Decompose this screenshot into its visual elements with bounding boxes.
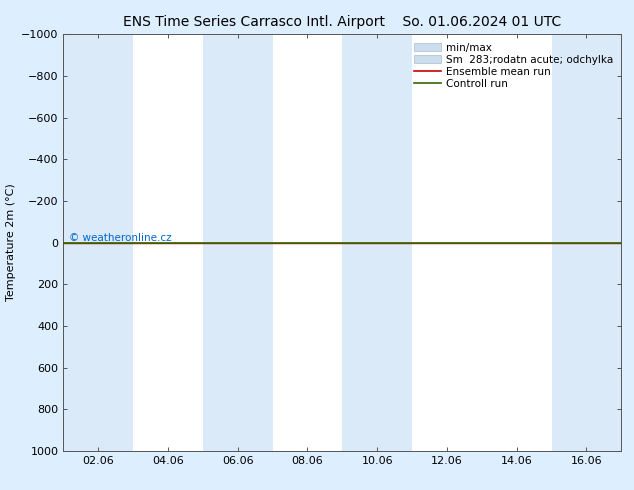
Bar <box>63 34 133 451</box>
Bar <box>552 34 621 451</box>
Text: © weatheronline.cz: © weatheronline.cz <box>69 233 172 243</box>
Legend: min/max, Sm  283;rodatn acute; odchylka, Ensemble mean run, Controll run: min/max, Sm 283;rodatn acute; odchylka, … <box>411 40 616 92</box>
Y-axis label: Temperature 2m (°C): Temperature 2m (°C) <box>6 184 16 301</box>
Title: ENS Time Series Carrasco Intl. Airport    So. 01.06.2024 01 UTC: ENS Time Series Carrasco Intl. Airport S… <box>123 15 562 29</box>
Bar <box>342 34 412 451</box>
Bar <box>203 34 273 451</box>
